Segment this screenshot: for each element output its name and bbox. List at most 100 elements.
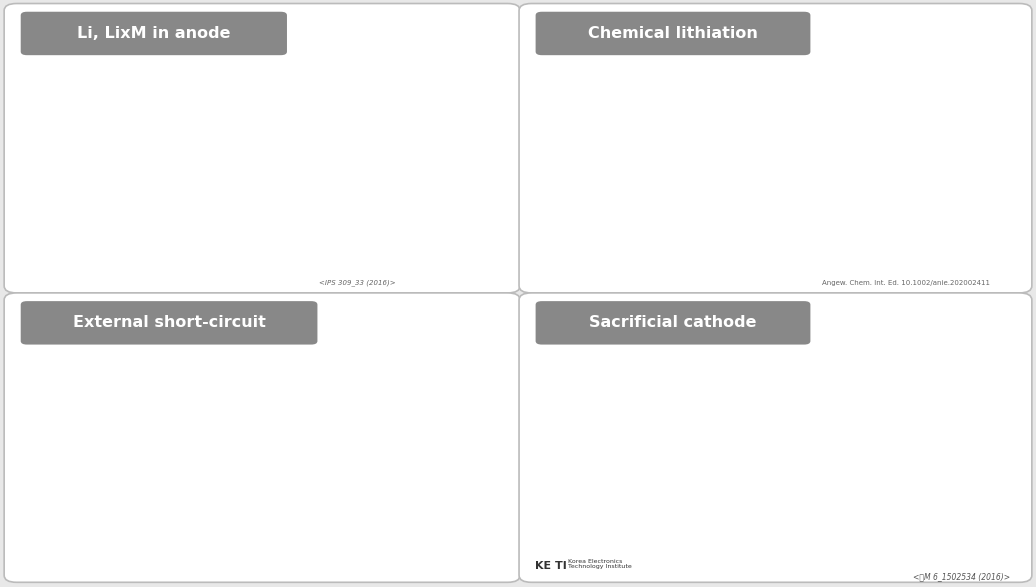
Circle shape xyxy=(238,56,259,66)
Bar xyxy=(68,365,224,376)
Circle shape xyxy=(140,68,163,80)
Circle shape xyxy=(34,74,56,85)
Bar xyxy=(553,463,740,476)
Bar xyxy=(351,324,355,457)
Bar xyxy=(553,348,740,362)
Text: anode: anode xyxy=(528,359,558,369)
Circle shape xyxy=(192,108,222,123)
Ellipse shape xyxy=(673,414,688,420)
Text: Lithium Foil: Lithium Foil xyxy=(122,344,171,353)
Ellipse shape xyxy=(110,215,148,234)
Circle shape xyxy=(37,41,71,58)
Circle shape xyxy=(195,108,233,128)
Circle shape xyxy=(170,123,186,131)
Ellipse shape xyxy=(210,248,243,269)
Circle shape xyxy=(23,56,56,73)
Ellipse shape xyxy=(583,414,598,419)
Circle shape xyxy=(200,104,225,117)
Circle shape xyxy=(146,94,159,100)
Ellipse shape xyxy=(693,408,707,413)
Ellipse shape xyxy=(171,250,209,264)
Bar xyxy=(553,377,740,391)
Circle shape xyxy=(204,52,226,63)
Circle shape xyxy=(215,103,233,111)
Bar xyxy=(46,261,244,269)
Ellipse shape xyxy=(685,409,699,414)
Circle shape xyxy=(84,124,115,140)
Polygon shape xyxy=(829,173,995,244)
Text: Li: Li xyxy=(21,86,30,96)
Circle shape xyxy=(85,123,115,139)
Circle shape xyxy=(196,122,219,133)
Circle shape xyxy=(164,70,176,76)
Text: Biphenyl/Li: Biphenyl/Li xyxy=(564,110,641,123)
Circle shape xyxy=(226,57,257,73)
Circle shape xyxy=(58,88,71,95)
Ellipse shape xyxy=(53,195,84,212)
Ellipse shape xyxy=(99,233,118,246)
Y-axis label: Voltage (V vs. Li$^+$/Li): Voltage (V vs. Li$^+$/Li) xyxy=(739,458,748,518)
Circle shape xyxy=(93,114,133,134)
Circle shape xyxy=(224,42,263,62)
Circle shape xyxy=(229,50,259,65)
Text: <IPS 309_33 (2016)>: <IPS 309_33 (2016)> xyxy=(319,279,396,286)
Circle shape xyxy=(104,72,134,87)
Polygon shape xyxy=(829,79,995,244)
Ellipse shape xyxy=(839,233,881,254)
Text: LAC solution: LAC solution xyxy=(921,257,965,264)
Bar xyxy=(292,324,319,471)
Ellipse shape xyxy=(177,202,207,212)
Text: $\mathbf{II}\ (Li_2C_{10}H_8)$: $\mathbf{II}\ (Li_2C_{10}H_8)$ xyxy=(718,143,786,156)
Text: Electrolyte: Electrolyte xyxy=(125,386,167,395)
Bar xyxy=(553,362,740,377)
Text: Li$_2$MoO$_3$: Li$_2$MoO$_3$ xyxy=(617,482,661,496)
Text: Li, LixM in anode: Li, LixM in anode xyxy=(77,26,231,41)
Text: Naphthalene/Li: Naphthalene/Li xyxy=(564,74,670,87)
Circle shape xyxy=(98,100,135,118)
Circle shape xyxy=(175,82,190,89)
Ellipse shape xyxy=(56,192,86,202)
Bar xyxy=(553,391,740,404)
Circle shape xyxy=(138,108,178,129)
Ellipse shape xyxy=(125,200,165,212)
Ellipse shape xyxy=(133,176,153,193)
Circle shape xyxy=(27,84,52,96)
Ellipse shape xyxy=(114,176,136,195)
Text: AC+NCM
Electrode: AC+NCM Electrode xyxy=(288,320,330,339)
Circle shape xyxy=(165,45,180,53)
Bar xyxy=(66,332,227,471)
Circle shape xyxy=(162,117,182,127)
Text: Chemical lithiation: Chemical lithiation xyxy=(588,26,758,41)
Circle shape xyxy=(128,62,147,71)
Circle shape xyxy=(213,62,247,79)
Circle shape xyxy=(78,122,98,133)
Ellipse shape xyxy=(197,248,228,267)
Circle shape xyxy=(176,64,195,73)
Ellipse shape xyxy=(78,211,122,227)
Bar xyxy=(68,339,224,359)
Circle shape xyxy=(225,90,240,97)
Text: Li$_2$MoO$_3$, Li$_6$CoO$_4$, Li$_3$N, etc: Li$_2$MoO$_3$, Li$_6$CoO$_4$, Li$_3$N, e… xyxy=(787,320,928,333)
Ellipse shape xyxy=(686,405,700,410)
Text: External short-circuit: External short-circuit xyxy=(73,315,265,330)
X-axis label: Capacity ( mAh/g ): Capacity ( mAh/g ) xyxy=(351,279,410,284)
Ellipse shape xyxy=(74,174,117,193)
Ellipse shape xyxy=(188,213,215,221)
Circle shape xyxy=(178,48,217,67)
Bar xyxy=(553,450,740,463)
Circle shape xyxy=(147,110,162,117)
Circle shape xyxy=(164,130,178,137)
Circle shape xyxy=(89,117,121,134)
Circle shape xyxy=(164,106,198,123)
Circle shape xyxy=(49,82,90,103)
Ellipse shape xyxy=(600,409,614,414)
Text: Separator: Separator xyxy=(127,366,165,375)
Circle shape xyxy=(92,83,117,95)
Ellipse shape xyxy=(627,410,641,415)
Bar xyxy=(355,338,378,444)
Bar xyxy=(35,47,259,136)
Text: cathode: cathode xyxy=(528,409,568,419)
Circle shape xyxy=(30,100,69,120)
Circle shape xyxy=(65,117,79,124)
Ellipse shape xyxy=(589,412,604,417)
